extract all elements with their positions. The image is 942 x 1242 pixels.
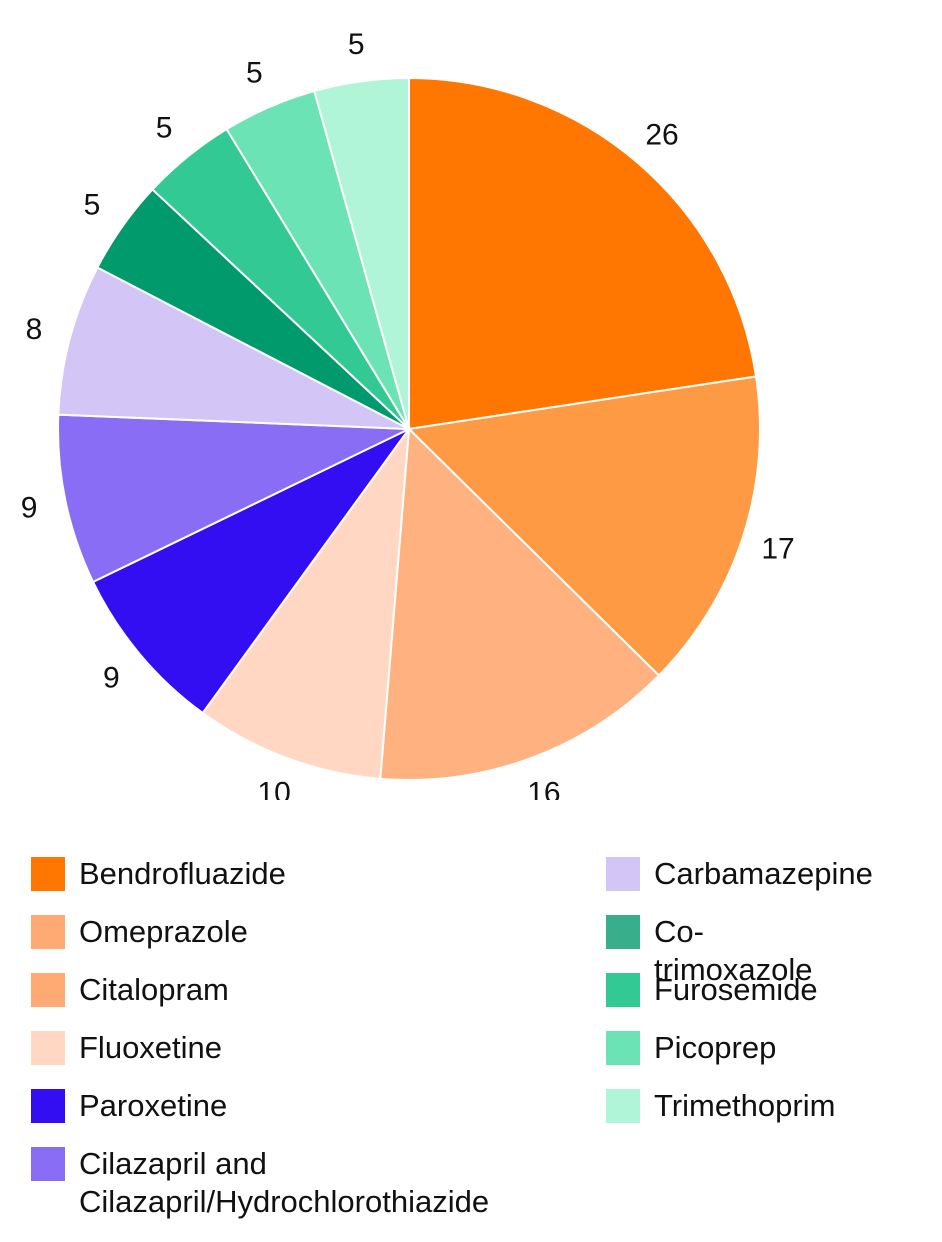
slice-value-label: 8 — [26, 313, 43, 346]
legend-label: Cilazapril and Cilazapril/Hydrochlorothia… — [79, 1146, 490, 1219]
pie-slice-carbamazepine — [57, 266, 410, 430]
legend-swatch — [31, 1147, 65, 1181]
legend-item: Cilazapril and Cilazapril/Hydrochlorothia… — [31, 1145, 489, 1221]
legend-label: Bendrofluazide — [79, 856, 286, 891]
legend-label: Co-trimoxazole — [654, 914, 813, 987]
legend-label: Trimethoprim — [654, 1088, 836, 1123]
legend-item: Paroxetine — [31, 1087, 227, 1125]
legend-label: Omeprazole — [79, 914, 248, 949]
slice-value-label: 9 — [103, 662, 120, 695]
legend-item: Fluoxetine — [31, 1029, 222, 1067]
legend-swatch — [606, 973, 640, 1007]
legend-swatch — [606, 1089, 640, 1123]
legend-swatch — [606, 1031, 640, 1065]
legend-swatch — [31, 1031, 65, 1065]
legend-item: Carbamazepine — [606, 855, 873, 893]
slice-value-label: 5 — [156, 112, 173, 145]
pie-slice-citalopram — [379, 426, 661, 781]
legend-label: Paroxetine — [79, 1088, 228, 1123]
legend-item: Citalopram — [31, 971, 229, 1009]
slice-value-label: 5 — [246, 57, 263, 90]
legend-swatch — [31, 857, 65, 891]
legend-item: Furosemide — [606, 971, 818, 1009]
legend-swatch — [31, 1089, 65, 1123]
legend-item: Omeprazole — [31, 913, 248, 951]
pie-slice-fluoxetine — [201, 425, 411, 780]
legend-swatch — [606, 857, 640, 891]
pie-slice-omeprazole — [406, 375, 761, 677]
legend-item: Picoprep — [606, 1029, 776, 1067]
legend-label: Furosemide — [654, 972, 818, 1007]
slice-value-label: 17 — [761, 532, 794, 565]
pie-slice-cilazapril-and-cilazapril-hydrochlorothiazide — [56, 413, 410, 584]
pie-slice-bendrofluazide — [408, 76, 758, 431]
legend-label: Citalopram — [79, 972, 229, 1007]
slice-value-label: 5 — [348, 28, 365, 61]
legend-item: Co-trimoxazole — [606, 913, 813, 989]
pie-slice-trimethoprim — [313, 76, 410, 430]
legend-item: Bendrofluazide — [31, 855, 286, 893]
slice-value-label: 26 — [645, 118, 678, 151]
legend-swatch — [31, 973, 65, 1007]
pie-slice-paroxetine — [91, 428, 410, 715]
legend-item: Trimethoprim — [606, 1087, 835, 1125]
slice-value-label: 9 — [21, 491, 38, 524]
pie-value-labels: 26 17 16 10 9 9 8 5 5 5 5 — [21, 28, 795, 800]
legend-label: Carbamazepine — [654, 856, 873, 891]
legend-label: Fluoxetine — [79, 1030, 223, 1065]
slice-value-label: 5 — [84, 189, 101, 222]
slice-value-label: 16 — [527, 776, 560, 800]
pie-slices — [56, 76, 761, 781]
pie-chart: 26 17 16 10 9 9 8 5 5 5 5 — [21, 28, 795, 800]
slice-value-label: 10 — [257, 776, 290, 800]
legend-label: Picoprep — [654, 1030, 777, 1065]
legend-swatch — [606, 915, 640, 949]
legend-swatch — [31, 915, 65, 949]
